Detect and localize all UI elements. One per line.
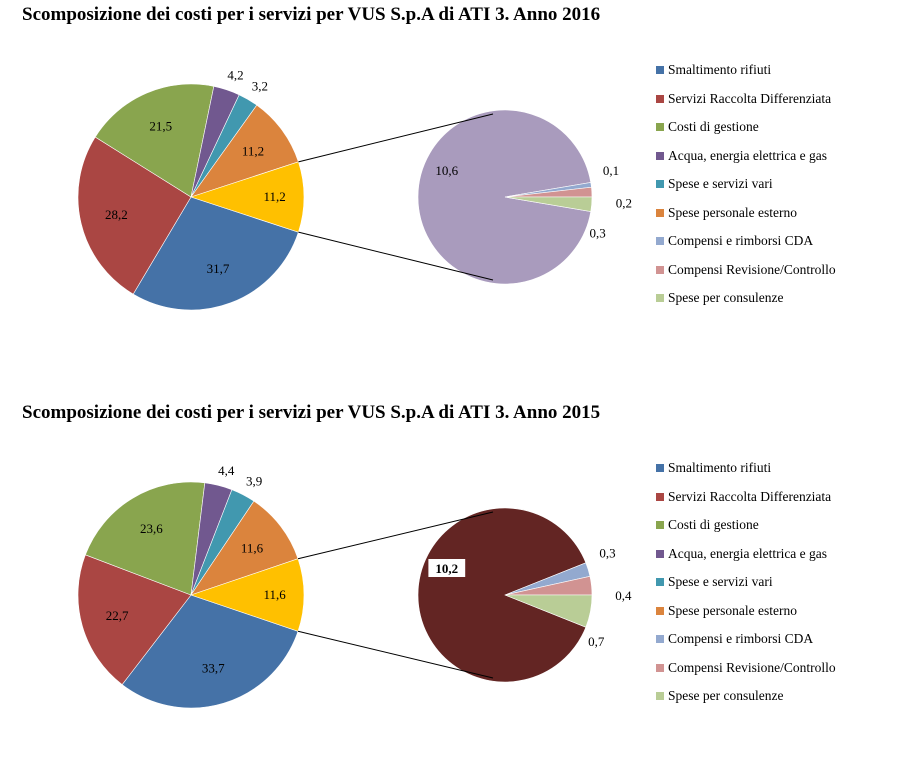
chart-2015: Scomposizione dei costi per i servizi pe… <box>0 398 918 774</box>
data-label-costi-di-gestione: 23,6 <box>140 521 163 536</box>
data-label-spese-per-consulenze: 0,7 <box>588 634 605 649</box>
slice-servizi-raccolta-differenziata <box>77 554 192 686</box>
legend-label: Spese personale esterno <box>668 204 797 220</box>
legend-swatch <box>656 94 664 103</box>
slice-detail <box>417 507 587 683</box>
data-label-compensi-revisione-controllo: 0,2 <box>616 195 632 210</box>
data-label-detail-box <box>428 559 466 577</box>
data-label-compensi-e-rimborsi-cda: 0,1 <box>603 163 619 178</box>
legend-swatch <box>656 549 664 558</box>
data-label-detail: 10,2 <box>435 561 458 576</box>
legend-swatch <box>656 492 664 501</box>
legend-swatch <box>656 464 664 472</box>
slice-servizi-raccolta-differenziata <box>77 136 192 295</box>
chart-title: Scomposizione dei costi per i servizi pe… <box>22 402 601 423</box>
legend-label: Acqua, energia elettrica e gas <box>668 147 828 163</box>
legend-label: Spese per consulenze <box>668 688 784 703</box>
data-label-spese-e-servizi-vari: 3,9 <box>246 473 262 488</box>
slice-smaltimento-rifiuti <box>121 594 299 709</box>
data-label-smaltimento-rifiuti: 33,7 <box>202 661 225 676</box>
legend-label: Smaltimento rifiuti <box>668 62 772 77</box>
data-label-costi-di-gestione: 21,5 <box>149 118 172 133</box>
data-label-compensi-revisione-controllo: 0,4 <box>615 588 632 603</box>
connector-line-top <box>298 113 494 163</box>
legend-label: Compensi Revisione/Controllo <box>668 261 836 277</box>
legend-swatch <box>656 66 664 74</box>
data-label-smaltimento-rifiuti: 31,7 <box>207 261 230 276</box>
legend-swatch <box>656 692 664 700</box>
data-label-compensi-e-rimborsi-cda: 0,3 <box>599 545 615 560</box>
legend-label: Compensi Revisione/Controllo <box>668 659 836 675</box>
legend-label: Spese e servizi vari <box>668 574 773 589</box>
legend-swatch <box>656 123 664 131</box>
connector-line-bottom <box>297 630 494 679</box>
data-label-spese-personale-esterno: 11,2 <box>242 144 264 159</box>
slice-spese-personale-esterno <box>190 500 299 596</box>
data-label-acqua-energia-elettrica-e-gas: 4,4 <box>218 463 235 478</box>
legend-label: Spese personale esterno <box>668 602 797 618</box>
slice-spese-per-consulenze <box>504 196 593 212</box>
data-label-servizi-raccolta-differenziata: 28,2 <box>105 207 128 222</box>
legend-swatch <box>656 521 664 529</box>
data-label-acqua-energia-elettrica-e-gas: 4,2 <box>227 68 243 83</box>
slice-other <box>190 558 305 632</box>
slice-spese-personale-esterno <box>190 104 299 198</box>
legend-label: Acqua, energia elettrica e gas <box>668 545 828 561</box>
slice-costi-di-gestione <box>94 83 215 198</box>
legend-swatch <box>656 578 664 586</box>
legend-label: Costi di gestione <box>668 119 759 134</box>
legend-swatch <box>656 294 664 302</box>
legend-swatch <box>656 265 664 274</box>
legend-label: Compensi e rimborsi CDA <box>668 631 814 646</box>
pie-of-pie-chart: 31,7 28,2 21,5 4,2 3,2 11,2 11,2 10,6 0,1 0,2 0,3 <box>77 68 632 311</box>
data-label-spese-personale-esterno: 11,6 <box>241 540 264 555</box>
legend-label: Servizi Raccolta Differenziata <box>668 90 832 106</box>
chart-title: Scomposizione dei costi per i servizi pe… <box>22 4 601 25</box>
legend-label: Spese per consulenze <box>668 290 784 305</box>
slice-costi-di-gestione <box>84 481 206 596</box>
chart-2016: Scomposizione dei costi per i servizi pe… <box>0 0 918 376</box>
pie-of-pie-chart: 33,7 22,7 23,6 4,4 3,9 11,6 11,6 10,2 0,3 0,4 0,7 <box>77 463 632 709</box>
legend-swatch <box>656 606 664 615</box>
legend-swatch <box>656 237 664 245</box>
legend-label: Compensi e rimborsi CDA <box>668 233 814 248</box>
legend-swatch <box>656 151 664 160</box>
legend-swatch <box>656 635 664 643</box>
connector-line-bottom <box>298 231 494 281</box>
legend-label: Spese e servizi vari <box>668 176 773 191</box>
legend-label: Smaltimento rifiuti <box>668 460 772 475</box>
legend-swatch <box>656 180 664 188</box>
data-label-spese-per-consulenze: 0,3 <box>590 225 606 240</box>
data-label-servizi-raccolta-differenziata: 22,7 <box>106 608 129 623</box>
slice-other <box>190 161 305 233</box>
data-label-detail: 10,6 <box>435 163 458 178</box>
legend-label: Costi di gestione <box>668 517 759 532</box>
data-label-spese-e-servizi-vari: 3,2 <box>252 79 268 94</box>
legend-label: Servizi Raccolta Differenziata <box>668 488 832 504</box>
data-label-other: 11,6 <box>263 587 286 602</box>
connector-line-top <box>297 511 494 560</box>
legend-swatch <box>656 663 664 672</box>
slice-detail <box>417 109 592 285</box>
legend-swatch <box>656 208 664 217</box>
slice-spese-per-consulenze <box>504 594 593 628</box>
data-label-other: 11,2 <box>263 189 285 204</box>
